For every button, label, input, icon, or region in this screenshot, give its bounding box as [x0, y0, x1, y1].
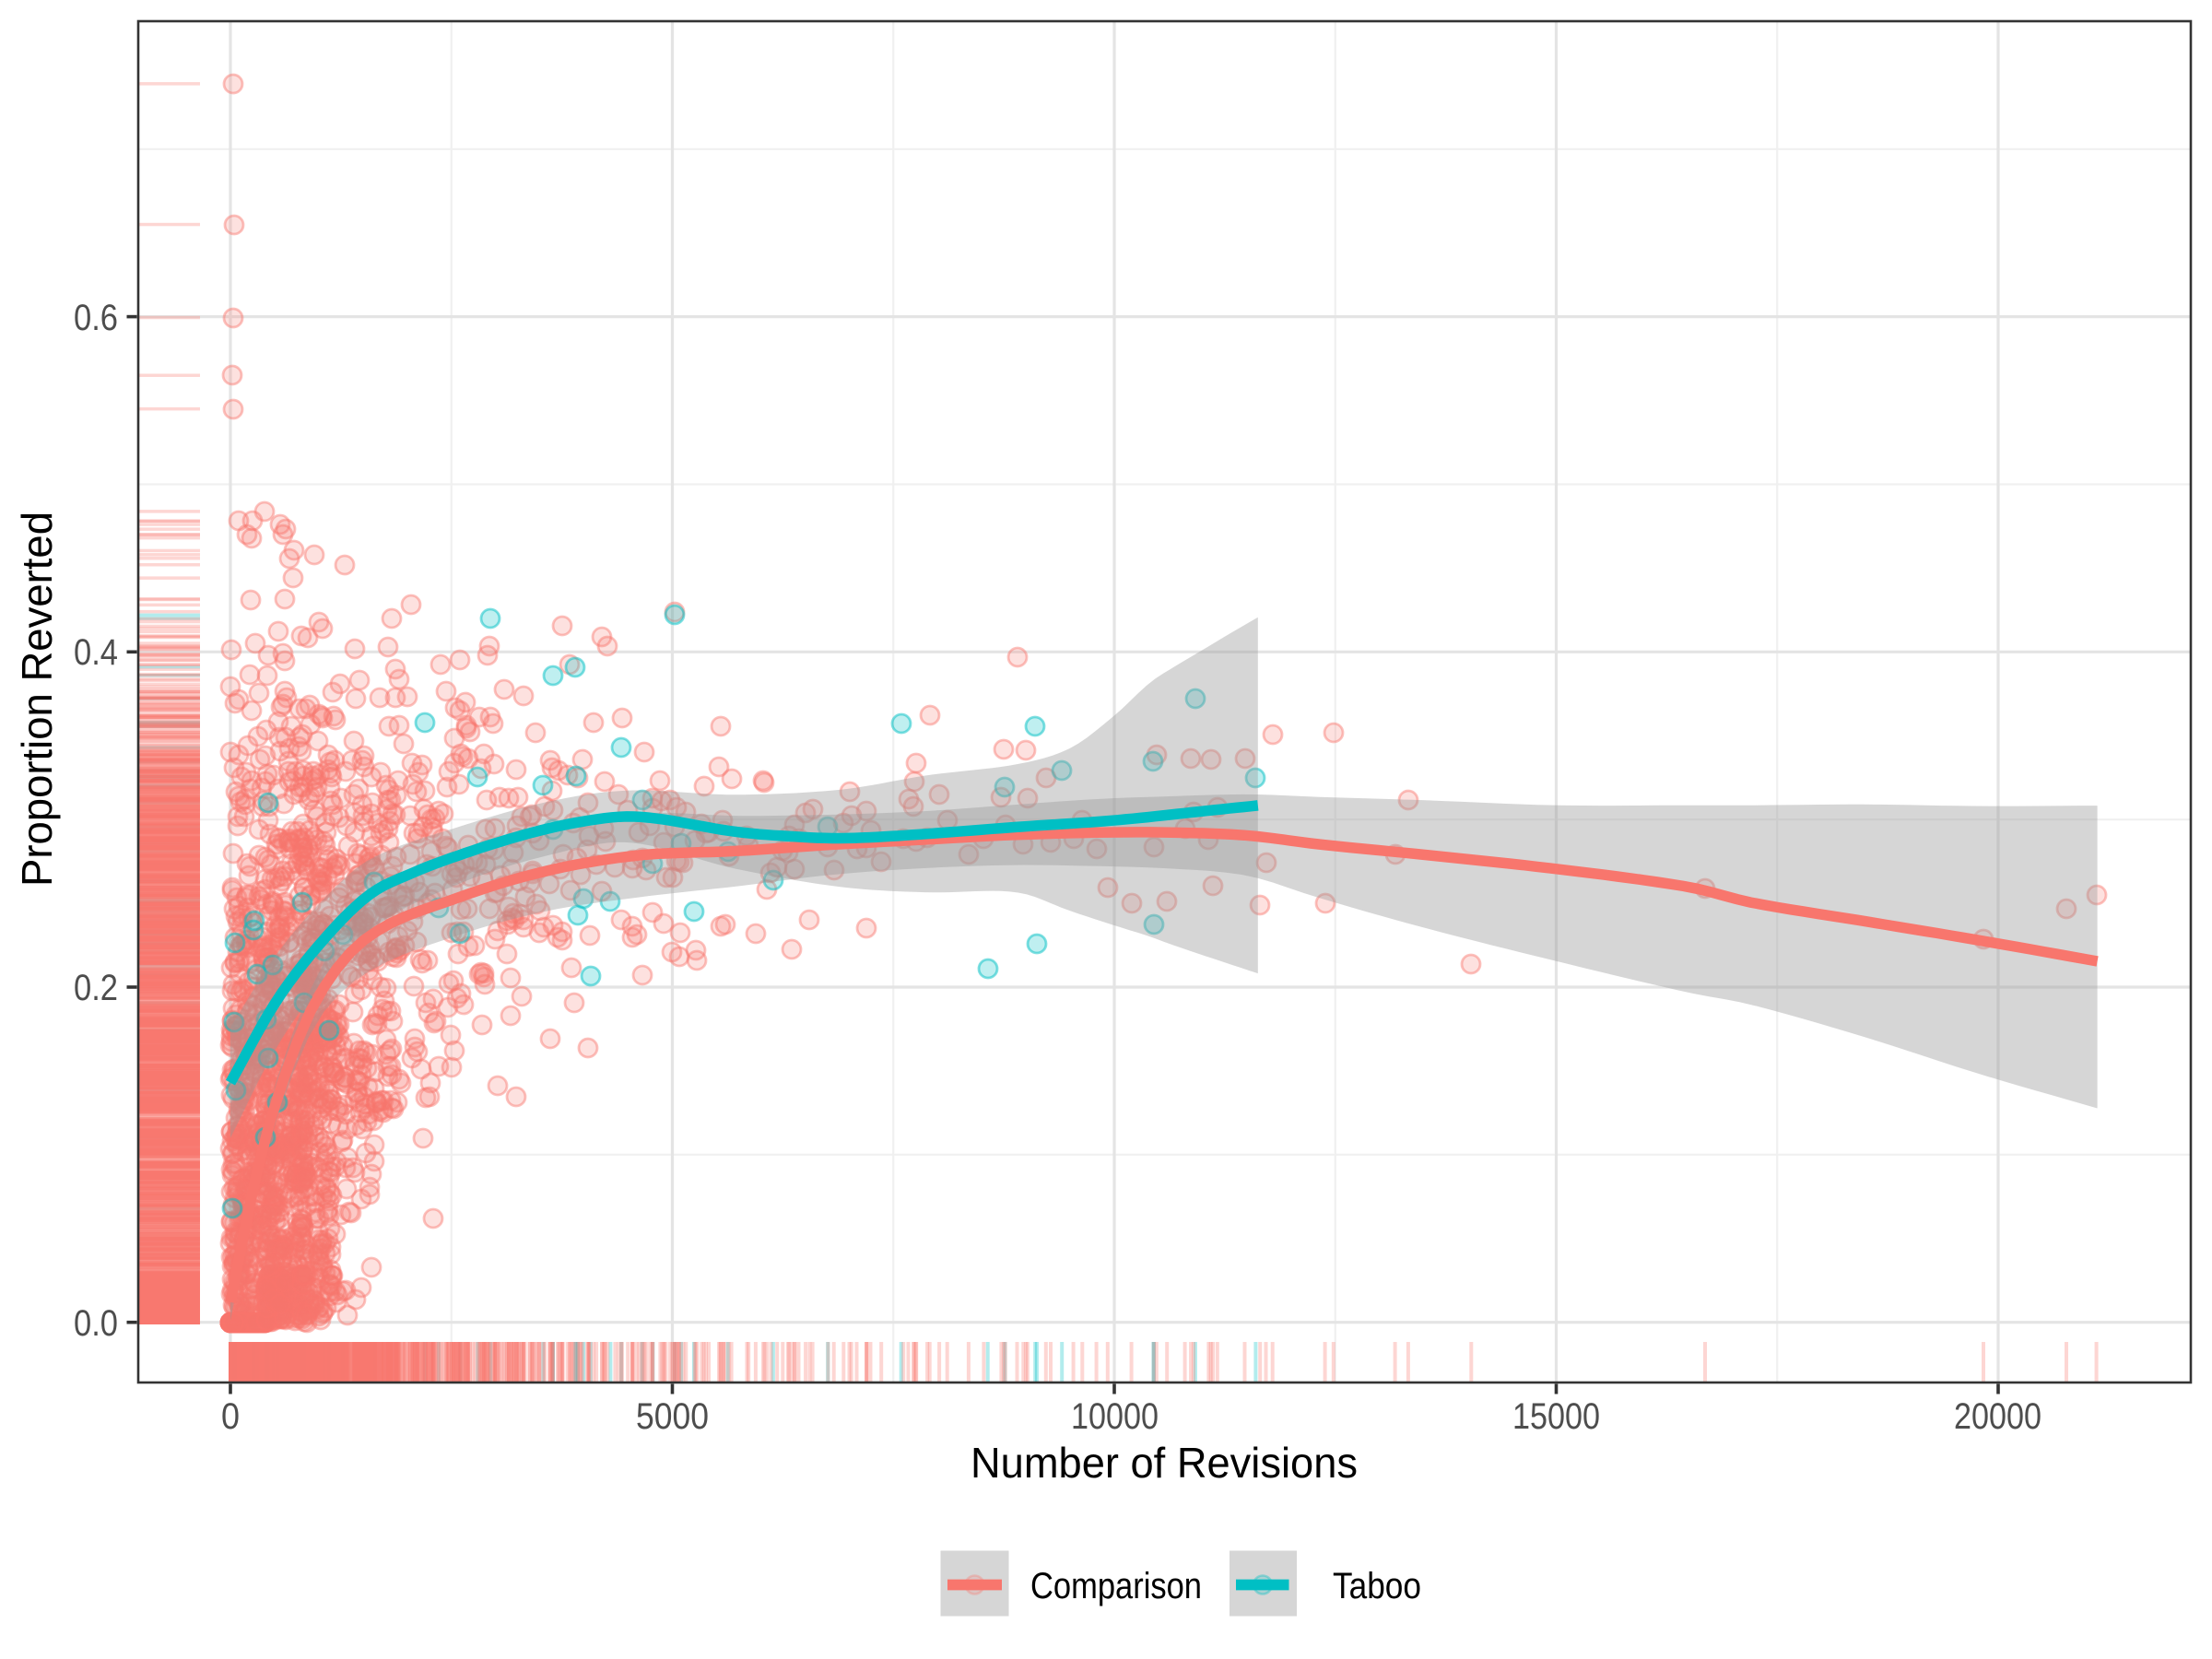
svg-text:0.0: 0.0 — [74, 1303, 118, 1344]
svg-text:Comparison: Comparison — [1030, 1566, 1202, 1606]
svg-text:Taboo: Taboo — [1333, 1566, 1421, 1606]
svg-text:10000: 10000 — [1071, 1396, 1159, 1437]
svg-text:5000: 5000 — [636, 1396, 709, 1437]
svg-text:15000: 15000 — [1512, 1396, 1600, 1437]
svg-text:0.6: 0.6 — [74, 298, 118, 338]
svg-text:Number of Revisions: Number of Revisions — [971, 1439, 1358, 1487]
svg-text:0.2: 0.2 — [74, 968, 118, 1008]
svg-text:20000: 20000 — [1954, 1396, 2041, 1437]
svg-text:Proportion Reverted: Proportion Reverted — [13, 512, 61, 887]
svg-text:0.4: 0.4 — [74, 632, 118, 673]
svg-text:0: 0 — [221, 1396, 240, 1437]
